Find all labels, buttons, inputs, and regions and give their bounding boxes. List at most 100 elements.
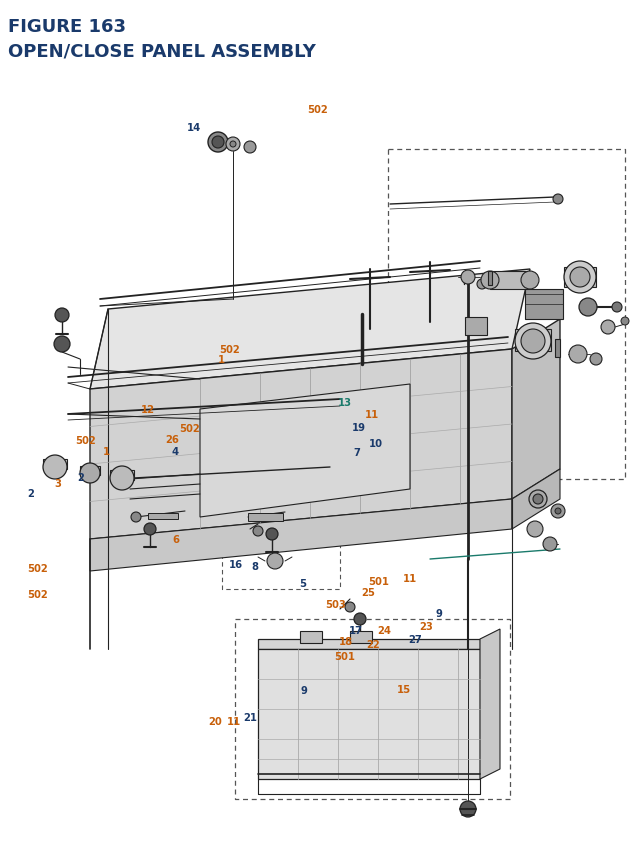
Text: 6: 6 (173, 534, 180, 544)
Circle shape (551, 505, 565, 518)
Circle shape (569, 345, 587, 363)
Circle shape (230, 142, 236, 148)
Circle shape (144, 523, 156, 536)
Text: 501: 501 (368, 576, 389, 586)
Polygon shape (512, 469, 560, 530)
Polygon shape (90, 269, 530, 389)
Text: 502: 502 (76, 436, 96, 446)
Polygon shape (258, 639, 480, 649)
Text: 19: 19 (352, 422, 366, 432)
Bar (110, 470, 134, 480)
Text: 3: 3 (54, 479, 61, 489)
Text: 8: 8 (251, 561, 258, 572)
Bar (465, 318, 487, 336)
Text: 25: 25 (362, 587, 376, 598)
Circle shape (55, 308, 69, 323)
Bar (248, 513, 283, 522)
Bar (490, 272, 530, 289)
Text: 11: 11 (403, 573, 417, 584)
Bar (555, 339, 560, 357)
Polygon shape (512, 319, 560, 499)
Circle shape (477, 280, 487, 289)
Text: 2: 2 (77, 472, 84, 482)
Text: 16: 16 (229, 559, 243, 569)
Circle shape (601, 320, 615, 335)
Circle shape (460, 801, 476, 817)
Circle shape (515, 324, 551, 360)
Text: 503: 503 (325, 599, 346, 610)
Text: 502: 502 (28, 589, 48, 599)
Text: 26: 26 (165, 434, 179, 444)
Circle shape (345, 603, 355, 612)
Text: OPEN/CLOSE PANEL ASSEMBLY: OPEN/CLOSE PANEL ASSEMBLY (8, 42, 316, 60)
Circle shape (461, 270, 475, 285)
Circle shape (54, 337, 70, 353)
Circle shape (244, 142, 256, 154)
Circle shape (579, 299, 597, 317)
Text: 13: 13 (338, 398, 352, 408)
Circle shape (612, 303, 622, 313)
Polygon shape (258, 649, 480, 779)
Text: 7: 7 (353, 448, 360, 458)
Polygon shape (200, 385, 410, 517)
Bar (564, 268, 596, 288)
Bar (525, 289, 563, 319)
Circle shape (553, 195, 563, 205)
Circle shape (521, 330, 545, 354)
Circle shape (527, 522, 543, 537)
Circle shape (131, 512, 141, 523)
Text: 502: 502 (28, 563, 48, 573)
Circle shape (621, 318, 629, 325)
Circle shape (564, 262, 596, 294)
Text: 14: 14 (187, 122, 201, 133)
Circle shape (590, 354, 602, 366)
Circle shape (253, 526, 263, 536)
Bar (488, 272, 492, 286)
Text: 9: 9 (301, 685, 308, 696)
Text: 4: 4 (172, 446, 179, 456)
Circle shape (212, 137, 224, 149)
Text: 23: 23 (419, 621, 433, 631)
Text: 12: 12 (141, 405, 155, 415)
Text: 20: 20 (208, 716, 221, 727)
Text: 27: 27 (408, 634, 422, 644)
Circle shape (80, 463, 100, 483)
Circle shape (481, 272, 499, 289)
Circle shape (266, 529, 278, 541)
Text: 17: 17 (349, 625, 363, 635)
Polygon shape (480, 629, 500, 779)
Circle shape (555, 508, 561, 514)
Circle shape (543, 537, 557, 551)
Text: 1: 1 (102, 446, 109, 456)
Text: 11: 11 (365, 410, 379, 420)
Text: 10: 10 (369, 438, 383, 449)
Polygon shape (90, 499, 512, 572)
Circle shape (354, 613, 366, 625)
Circle shape (208, 133, 228, 152)
Text: 9: 9 (435, 608, 442, 618)
Text: 21: 21 (243, 712, 257, 722)
Circle shape (570, 268, 590, 288)
Text: 502: 502 (179, 424, 200, 434)
Bar (350, 631, 372, 643)
Text: 1: 1 (218, 355, 225, 365)
Text: 501: 501 (334, 651, 355, 661)
Text: 502: 502 (307, 105, 328, 115)
Text: 2: 2 (28, 488, 35, 499)
Bar (515, 330, 551, 351)
Bar (80, 467, 100, 475)
Circle shape (267, 554, 283, 569)
Bar (43, 460, 67, 469)
Circle shape (43, 455, 67, 480)
Circle shape (226, 138, 240, 152)
Text: 5: 5 (300, 579, 307, 589)
Text: 24: 24 (378, 625, 392, 635)
Polygon shape (90, 350, 512, 539)
Text: FIGURE 163: FIGURE 163 (8, 18, 126, 36)
Text: 11: 11 (227, 716, 241, 727)
Text: 18: 18 (339, 636, 353, 647)
Bar (148, 513, 178, 519)
Text: 15: 15 (397, 684, 411, 694)
Text: 502: 502 (219, 344, 239, 355)
Circle shape (529, 491, 547, 508)
